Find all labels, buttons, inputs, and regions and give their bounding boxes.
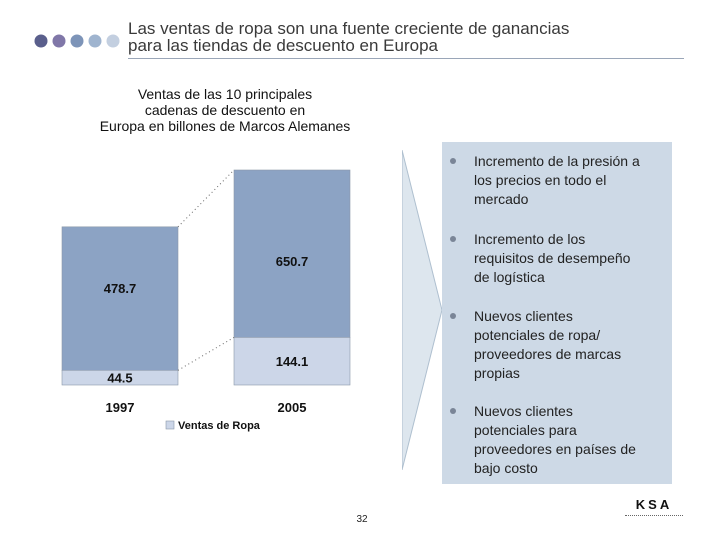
chart-title: Ventas de las 10 principales cadenas de … <box>55 86 395 134</box>
bullet-dot <box>450 408 456 414</box>
bullet-line: Incremento de la presión a <box>474 153 640 169</box>
bullet-line: propias <box>474 365 520 381</box>
bullet-line: potenciales para <box>474 422 577 438</box>
chart-title-line-2: cadenas de descuento en <box>144 102 306 118</box>
bullet-line: proveedores en países de <box>474 441 636 457</box>
dot-5 <box>106 34 120 48</box>
legend-swatch <box>165 420 175 430</box>
decorative-dots <box>34 34 120 48</box>
segment-value-label-2005: 144.1 <box>276 354 309 369</box>
slide-title-line-2: para las tiendas de descuento en Europa <box>128 36 439 55</box>
bullet-line: Nuevos clientes <box>474 403 573 419</box>
connector-line-bottom <box>177 336 235 371</box>
bullet-dot <box>450 313 456 319</box>
logo-underline <box>625 515 683 519</box>
arrow-shape <box>402 150 442 470</box>
bullet-line: proveedores de marcas <box>474 346 622 362</box>
bullet-line: bajo costo <box>474 460 538 476</box>
category-label-1997: 1997 <box>106 400 135 415</box>
dot-2 <box>52 34 66 48</box>
page-number: 32 <box>356 514 368 525</box>
connector-line-top <box>177 169 235 228</box>
bullet-dot <box>450 236 456 242</box>
legend-label: Ventas de Ropa <box>178 420 261 432</box>
bullet-text: Incremento de los requisitos de desempeñ… <box>474 230 670 287</box>
bullet-text: Nuevos clientes potenciales de ropa/ pro… <box>474 307 670 383</box>
slide-title-line-1: Las ventas de ropa son una fuente crecie… <box>128 19 570 38</box>
chart-title-line-1: Ventas de las 10 principales <box>137 86 313 102</box>
dot-4 <box>88 34 102 48</box>
logo-text: KSA <box>635 497 673 512</box>
bar-segment-1997 <box>61 369 179 386</box>
bar-total-1997 <box>61 226 179 371</box>
dot-3 <box>70 34 84 48</box>
slide-title: Las ventas de ropa son una fuente crecie… <box>128 20 698 54</box>
total-value-label-1997: 478.7 <box>104 281 137 296</box>
title-rule <box>128 58 684 59</box>
bullet-dot <box>450 158 456 164</box>
bullet-line: potenciales de ropa/ <box>474 327 601 343</box>
bullet-line: mercado <box>474 191 529 207</box>
bullet-line: Nuevos clientes <box>474 308 573 324</box>
category-label-2005: 2005 <box>278 400 307 415</box>
chart-title-line-3: Europa en billones de Marcos Alemanes <box>99 118 351 134</box>
bar-total-2005 <box>233 169 351 338</box>
segment-value-label-1997: 44.5 <box>107 371 132 386</box>
bullet-panel: Incremento de la presión a los precios e… <box>442 142 672 484</box>
company-logo: KSA <box>622 497 686 519</box>
bullet-text: Nuevos clientes potenciales para proveed… <box>474 402 670 478</box>
bullet-line: Incremento de los <box>474 231 586 247</box>
bullet-line: los precios en todo el <box>474 172 607 188</box>
total-value-label-2005: 650.7 <box>276 254 309 269</box>
arrow-polygon <box>402 150 442 470</box>
dot-1 <box>34 34 48 48</box>
bullet-text: Incremento de la presión a los precios e… <box>474 152 670 209</box>
bullet-line: requisitos de desempeño <box>474 250 631 266</box>
bullet-line: de logística <box>474 269 545 285</box>
bar-segment-2005 <box>233 337 351 386</box>
